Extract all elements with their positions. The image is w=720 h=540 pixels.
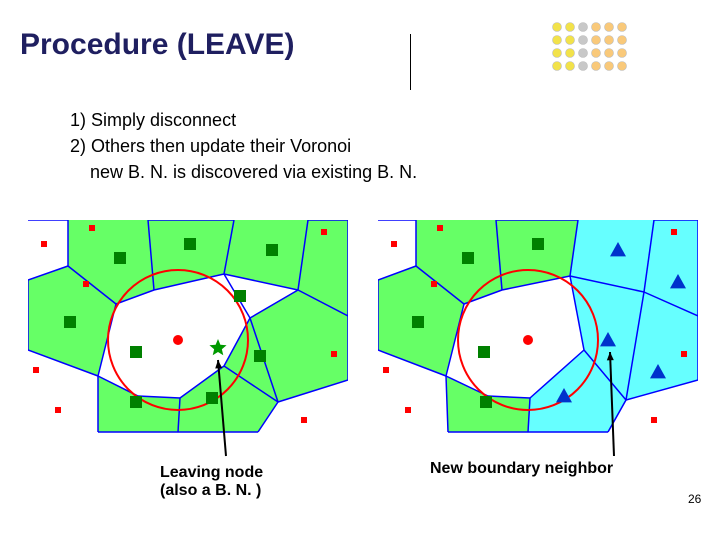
new-boundary-neighbor-label: New boundary neighbor — [430, 460, 613, 478]
step-3: new B. N. is discovered via existing B. … — [90, 162, 417, 183]
slide: Procedure (LEAVE) 1) Simply disconnect 2… — [0, 0, 720, 540]
voronoi-diagram-before — [28, 220, 348, 462]
leaving-node-label: Leaving node (also a B. N. ) — [160, 464, 263, 500]
leaving-node-label-l2: (also a B. N. ) — [160, 482, 261, 499]
title-side-line — [410, 34, 411, 90]
step-1: 1) Simply disconnect — [70, 110, 236, 131]
step-2: 2) Others then update their Voronoi — [70, 136, 351, 157]
corner-bubbles-icon — [552, 22, 640, 84]
page-number: 26 — [688, 492, 701, 506]
leaving-node-label-l1: Leaving node — [160, 464, 263, 481]
voronoi-diagram-after — [378, 220, 698, 462]
slide-title: Procedure (LEAVE) — [20, 28, 295, 62]
